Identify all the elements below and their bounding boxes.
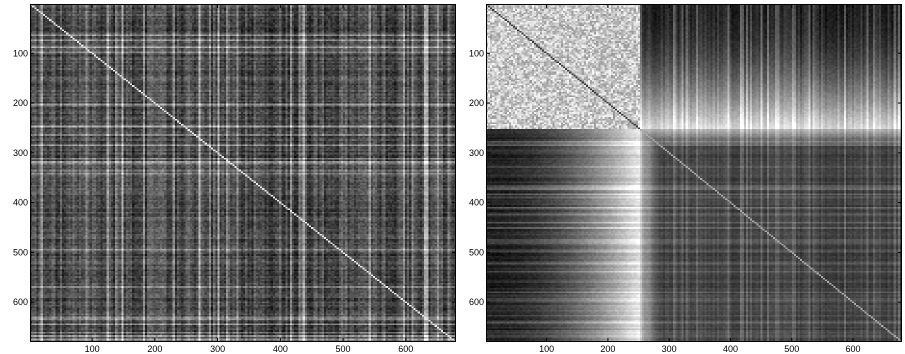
y-tick-label: 300 [13,148,28,158]
y-tick-label: 500 [469,247,484,257]
x-tick-label: 300 [210,344,225,354]
y-tick-label: 200 [13,98,28,108]
heatmap-panel-right: 100 200 300 400 500 600 100 200 300 400 500 600 [469,4,902,354]
y-tick-label: 600 [469,297,484,307]
x-tick-label: 100 [85,344,100,354]
x-tick-label: 200 [600,344,615,354]
y-tick-label: 100 [13,48,28,58]
x-tick-label: 200 [147,344,162,354]
plot-frame [30,4,456,342]
x-tick-label: 500 [784,344,799,354]
y-tick-label: 300 [469,148,484,158]
heatmap-image [486,4,902,342]
x-tick-label: 100 [539,344,554,354]
y-tick-label: 600 [13,297,28,307]
plot-frame [486,4,902,342]
heatmap-panel-left: 100 200 300 400 500 600 100 200 300 400 500 600 [13,4,456,354]
y-tick-label: 100 [469,48,484,58]
heatmap-image [30,4,456,342]
x-tick-label: 400 [723,344,738,354]
y-tick-label: 200 [469,98,484,108]
y-tick-label: 500 [13,247,28,257]
x-tick-label: 600 [845,344,860,354]
x-tick-label: 400 [273,344,288,354]
x-tick-label: 600 [398,344,413,354]
x-tick-label: 500 [336,344,351,354]
x-tick-label: 300 [662,344,677,354]
y-tick-label: 400 [13,198,28,208]
y-tick-label: 400 [469,198,484,208]
